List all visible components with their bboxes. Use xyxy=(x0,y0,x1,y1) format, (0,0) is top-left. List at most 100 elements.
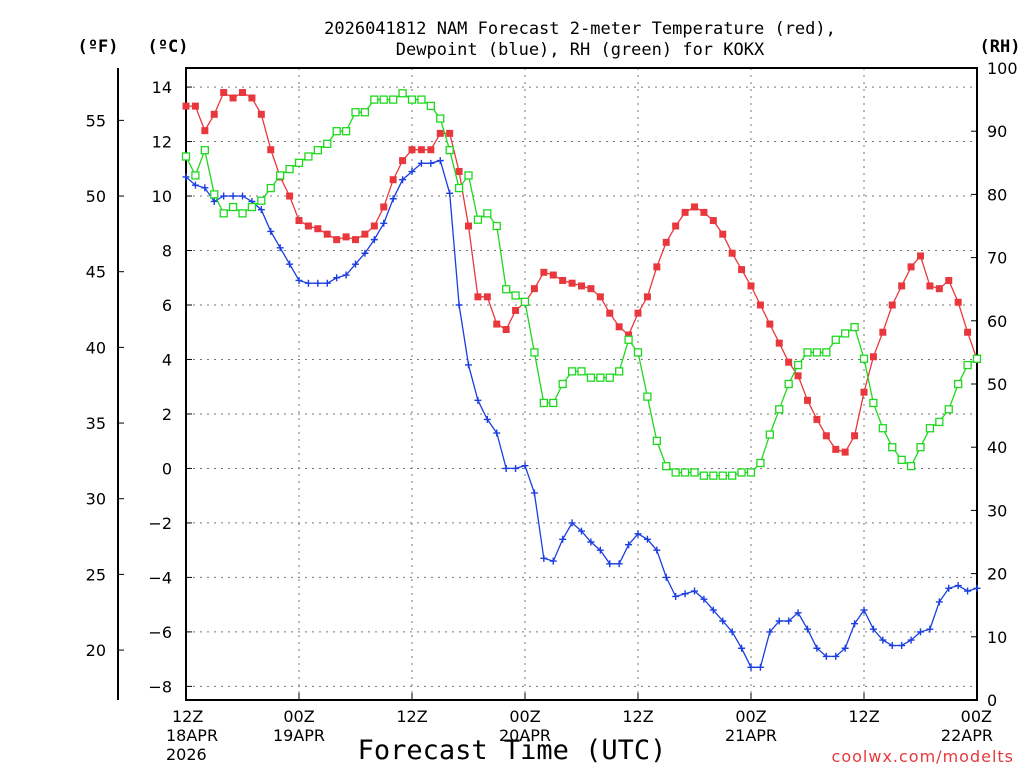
rh-point xyxy=(341,127,351,136)
temperature-point xyxy=(917,252,924,260)
rh-tick-label: 0 xyxy=(987,691,997,710)
temperature-point xyxy=(766,320,774,328)
rh-point xyxy=(454,183,464,193)
rh-point xyxy=(850,322,859,332)
rh-point xyxy=(671,468,680,477)
dewpoint-point xyxy=(380,219,388,227)
rh-point xyxy=(558,379,567,389)
rh-tick-label: 70 xyxy=(987,249,1007,268)
f-tick-label: 40 xyxy=(86,338,106,357)
f-tick-label: 45 xyxy=(86,263,106,282)
temperature-point xyxy=(879,328,887,336)
temperature-point xyxy=(436,129,444,137)
temperature-point xyxy=(653,263,661,271)
rh-point xyxy=(859,354,869,363)
dewpoint-point xyxy=(333,274,341,282)
temperature-point xyxy=(756,301,764,309)
temperature-point xyxy=(907,263,915,271)
dewpoint-point xyxy=(898,642,906,650)
f-tick-label: 30 xyxy=(86,490,106,509)
c-tick-label: 4 xyxy=(162,350,172,369)
temperature-point xyxy=(559,276,567,284)
temperature-point xyxy=(775,339,783,347)
f-tick-label: 35 xyxy=(86,414,106,433)
rh-unit-label: (RH) xyxy=(980,37,1021,57)
dewpoint-point xyxy=(220,192,228,200)
dewpoint-point xyxy=(295,276,303,284)
temperature-point xyxy=(662,238,670,246)
temperature-point xyxy=(549,271,557,279)
rh-point xyxy=(417,95,426,104)
dewpoint-point xyxy=(794,609,802,617)
dewpoint-point xyxy=(465,361,472,369)
rh-point xyxy=(191,171,200,180)
temperature-point xyxy=(370,222,378,230)
temperature-point xyxy=(512,306,520,314)
dewpoint-point xyxy=(530,489,538,497)
temperature-point xyxy=(465,222,472,230)
rh-point xyxy=(615,367,624,376)
dewpoint-point xyxy=(832,652,840,660)
rh-point xyxy=(304,152,313,161)
rh-point xyxy=(831,335,840,344)
rh-point xyxy=(407,95,417,104)
rh-point xyxy=(389,95,398,104)
dewpoint-point xyxy=(314,279,322,287)
rh-tick-label: 50 xyxy=(987,375,1007,394)
temperature-point xyxy=(417,146,425,154)
dewpoint-point xyxy=(672,592,680,600)
x-axis-label: Forecast Time (UTC) xyxy=(358,735,667,766)
rh-point xyxy=(869,398,878,408)
rh-tick-label: 40 xyxy=(987,438,1007,457)
dewpoint-point xyxy=(747,663,755,671)
temperature-point xyxy=(888,301,896,309)
temperature-point xyxy=(625,331,633,339)
dewpoint-point xyxy=(691,587,698,595)
dewpoint-point xyxy=(239,192,246,200)
dewpoint-point xyxy=(417,159,425,167)
dewpoint-point xyxy=(917,628,924,636)
dewpoint-point xyxy=(785,617,793,625)
rh-point xyxy=(360,108,370,117)
rh-point xyxy=(878,424,887,433)
temperature-point xyxy=(286,192,294,200)
chart-title-line-2: Dewpoint (blue), RH (green) for KOKX xyxy=(396,40,765,60)
temperature-point xyxy=(851,432,859,440)
rh-point xyxy=(643,392,652,401)
x-tick-label: 2026 xyxy=(166,745,207,764)
temperature-point xyxy=(408,146,416,154)
c-tick-label: 0 xyxy=(162,459,172,478)
f-tick-label: 50 xyxy=(86,187,106,206)
dewpoint-point xyxy=(323,279,331,287)
dewpoint-point xyxy=(267,227,275,235)
dewpoint-point xyxy=(615,560,623,568)
dewpoint-point xyxy=(446,189,454,197)
dewpoint-point xyxy=(775,617,783,625)
dewpoint-point xyxy=(182,173,190,181)
rh-point xyxy=(803,348,812,357)
dewpoint-point xyxy=(945,584,953,592)
dewpoint-point xyxy=(634,530,642,538)
dewpoint-point xyxy=(455,301,463,309)
rh-point xyxy=(963,360,972,370)
rh-point xyxy=(652,436,661,446)
temperature-point xyxy=(267,146,275,154)
rh-point xyxy=(219,209,228,218)
rh-point xyxy=(605,373,614,382)
dewpoint-point xyxy=(766,628,774,636)
rh-point xyxy=(954,379,963,389)
plot-frame xyxy=(185,67,978,701)
rh-point xyxy=(746,468,756,477)
rh-point xyxy=(285,164,294,174)
dewpoint-point xyxy=(286,260,294,268)
temperature-point xyxy=(455,168,463,176)
x-tick-label: 18APR xyxy=(166,726,218,745)
temperature-point xyxy=(860,388,868,396)
rh-point xyxy=(897,455,906,464)
f-tick-label: 20 xyxy=(86,641,106,660)
rh-axis: 0 10 20 30 40 50 60 70 80 90 100 xyxy=(971,59,1018,710)
dewpoint-point xyxy=(201,184,209,192)
dewpoint-point xyxy=(578,527,585,535)
temperature-point xyxy=(352,236,359,244)
